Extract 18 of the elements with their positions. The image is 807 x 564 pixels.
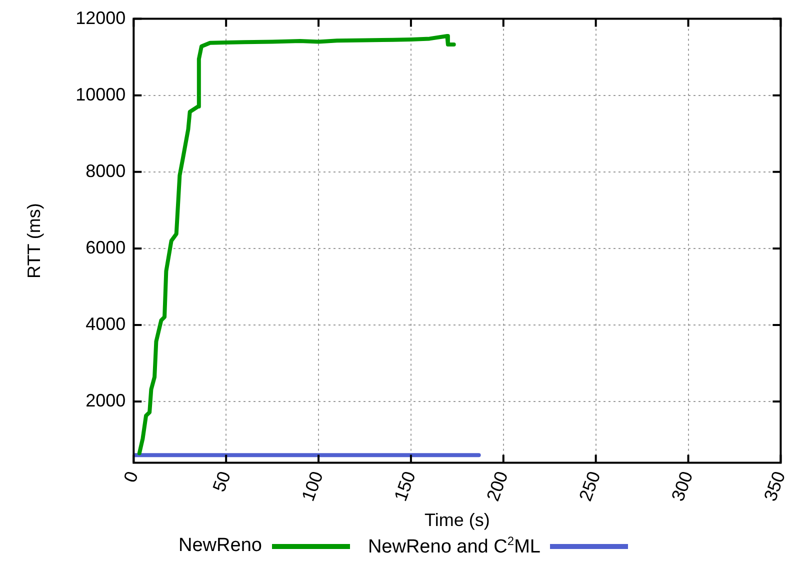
- x-tick-label: 100: [298, 468, 327, 504]
- x-tick-label: 350: [760, 468, 790, 504]
- x-tick-label: 0: [120, 468, 142, 485]
- x-tick-label: 250: [575, 468, 604, 504]
- x-tick-label: 200: [482, 468, 512, 504]
- y-tick-label: 8000: [86, 160, 126, 181]
- x-axis-title: Time (s): [424, 510, 490, 530]
- y-tick-label: 6000: [86, 237, 126, 258]
- y-tick-label: 10000: [76, 84, 126, 104]
- x-tick-label: 300: [668, 468, 697, 504]
- legend-label: NewReno: [178, 535, 262, 558]
- y-tick-label: 12000: [76, 8, 126, 28]
- x-tick-label: 50: [208, 468, 235, 494]
- x-tick-label: 150: [390, 468, 420, 504]
- y-axis-title: RTT (ms): [24, 203, 44, 278]
- y-tick-label: 4000: [86, 314, 126, 334]
- legend-label: NewReno and C$^{2}$ML: [368, 534, 540, 558]
- y-tick-label: 2000: [86, 390, 126, 411]
